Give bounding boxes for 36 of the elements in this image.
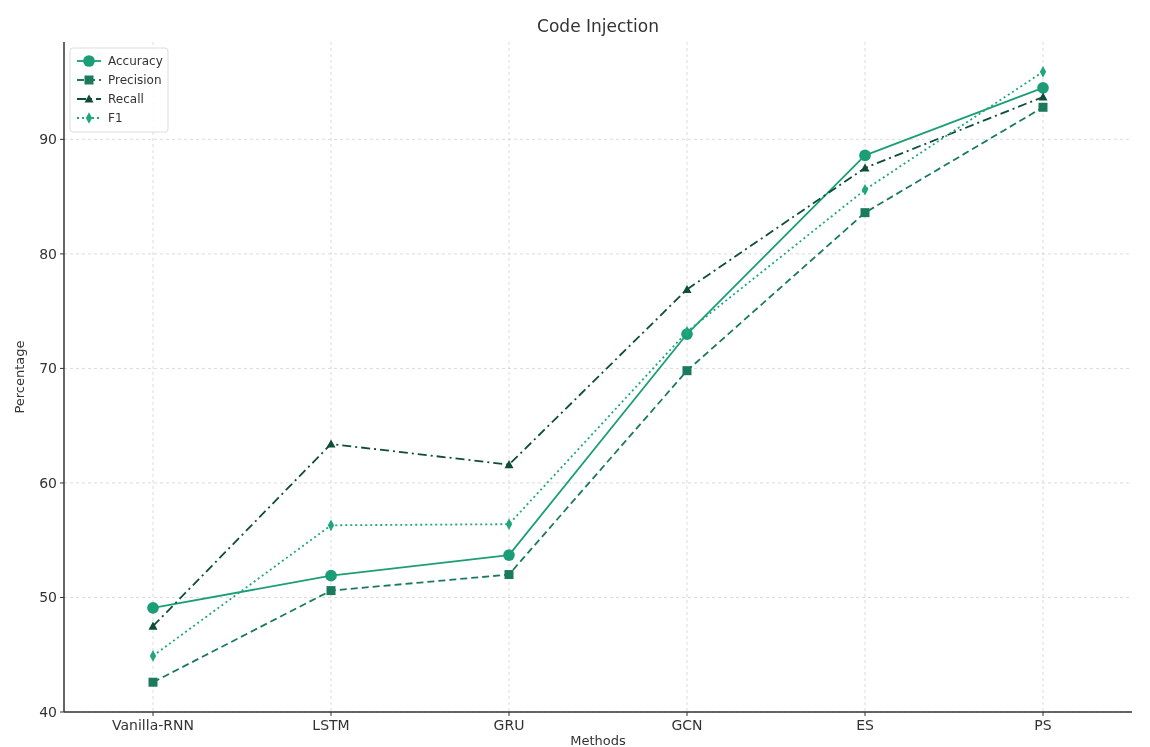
point <box>326 586 336 596</box>
y-tick-label: 80 <box>39 245 57 262</box>
y-tick-label: 70 <box>39 360 57 377</box>
point <box>325 569 337 582</box>
point <box>860 163 870 172</box>
point <box>326 439 336 448</box>
legend-label: Precision <box>108 73 162 88</box>
y-tick-label: 90 <box>39 131 57 148</box>
point <box>682 284 692 293</box>
chart-title: Code Injection <box>537 16 659 36</box>
x-tick-label: LSTM <box>312 717 350 733</box>
point <box>682 366 692 376</box>
y-tick-label: 50 <box>39 589 57 606</box>
x-tick-label: PS <box>1034 717 1052 733</box>
point <box>859 149 871 162</box>
x-axis-title: Methods <box>570 733 626 747</box>
point <box>860 208 870 218</box>
legend-label: F1 <box>108 111 123 126</box>
point <box>148 621 158 630</box>
y-axis-title: Percentage <box>12 340 27 414</box>
point <box>503 549 515 561</box>
y-tick-label: 60 <box>39 474 57 491</box>
y-tick-label: 40 <box>39 703 57 720</box>
x-tick-label: ES <box>856 717 874 733</box>
x-tick-label: Vanilla-RNN <box>112 717 194 733</box>
point <box>504 460 514 469</box>
point <box>1038 92 1048 101</box>
point <box>504 570 514 580</box>
legend-label: Accuracy <box>108 54 163 69</box>
point <box>147 601 159 614</box>
point <box>1038 102 1048 112</box>
legend-label: Recall <box>108 92 144 107</box>
x-tick-label: GRU <box>493 717 525 733</box>
point <box>148 677 158 687</box>
x-tick-label: GCN <box>671 717 703 733</box>
point <box>1037 81 1049 94</box>
